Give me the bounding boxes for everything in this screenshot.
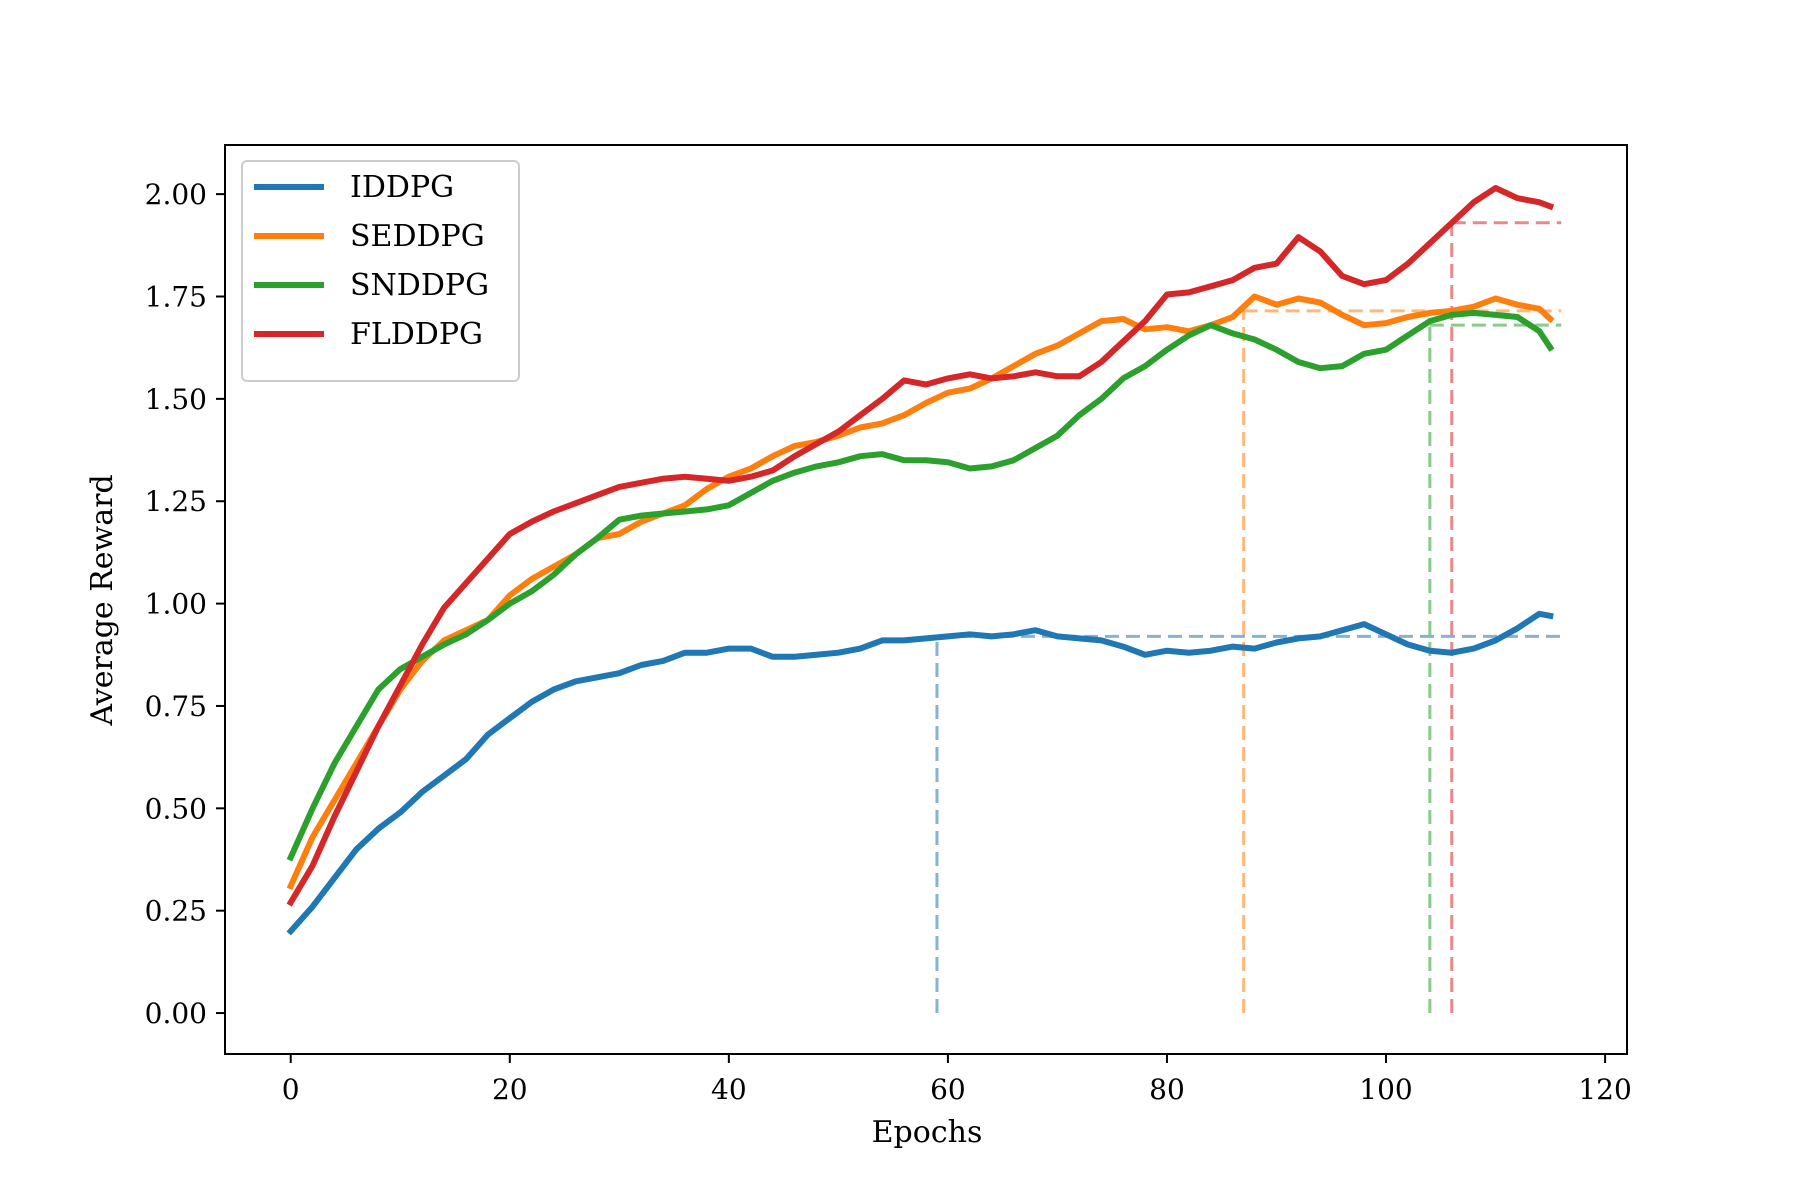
x-tick-label: 60 <box>930 1073 966 1106</box>
x-axis-label: Epochs <box>872 1115 983 1150</box>
legend: IDDPG SEDDPG SNDDPG FLDDPG <box>241 160 520 382</box>
x-tick-label: 120 <box>1578 1073 1631 1106</box>
series-line-iddpg <box>286 610 1554 936</box>
series-line-flddpg <box>286 185 1555 907</box>
legend-box <box>241 160 520 382</box>
y-tick-label: 1.00 <box>145 588 207 621</box>
legend-label-seddpg: SEDDPG <box>350 219 485 254</box>
legend-label-iddpg: IDDPG <box>350 170 454 205</box>
axes: 0 20 40 60 80 100 120 0.00 0.25 0.50 0.75 1.00 1.25 1… <box>145 144 1632 1106</box>
y-tick-label: 2.00 <box>145 178 207 211</box>
y-tick-label: 0.25 <box>145 895 207 928</box>
y-tick-label: 0.50 <box>145 792 207 825</box>
plot-frame <box>224 144 1628 1055</box>
legend-label-snddpg: SNDDPG <box>350 268 489 303</box>
y-tick-label: 1.25 <box>145 485 207 518</box>
legend-label-flddpg: FLDDPG <box>350 317 483 352</box>
y-tick-label: 1.75 <box>145 281 207 314</box>
x-tick-label: 20 <box>492 1073 528 1106</box>
x-tick-label: 0 <box>282 1073 300 1106</box>
y-axis-label: Average Reward <box>85 474 120 726</box>
y-tick-label: 0.75 <box>145 690 207 723</box>
x-tick-label: 80 <box>1149 1073 1185 1106</box>
y-tick-label: 0.00 <box>145 997 207 1030</box>
plot-area <box>286 185 1562 1014</box>
x-tick-label: 100 <box>1359 1073 1412 1106</box>
series-line-seddpg <box>286 293 1555 891</box>
y-tick-label: 1.50 <box>145 383 207 416</box>
x-tick-label: 40 <box>711 1073 747 1106</box>
series-line-snddpg <box>286 309 1555 862</box>
